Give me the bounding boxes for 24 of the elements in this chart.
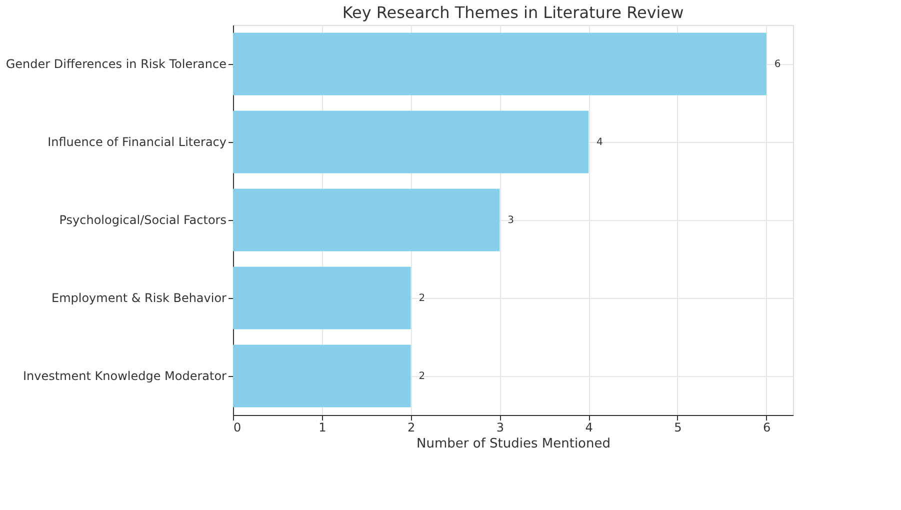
data-label: 3	[508, 215, 514, 226]
chart-title: Key Research Themes in Literature Review	[342, 3, 684, 22]
bar	[233, 344, 411, 408]
data-label: 2	[418, 293, 426, 304]
x-tick-label: 5	[674, 420, 682, 434]
y-tick-label: Investment Knowledge Moderator	[22, 369, 227, 383]
y-tick-label: Gender Differences in Risk Tolerance	[6, 57, 226, 71]
bar	[233, 188, 500, 252]
bar	[233, 32, 766, 96]
bar	[233, 110, 589, 174]
x-tick-label: 0	[234, 420, 242, 434]
x-tick-label: 6	[763, 420, 771, 434]
x-axis-title: Number of Studies Mentioned	[416, 436, 610, 452]
x-tick-label: 3	[496, 420, 504, 434]
x-tick-label: 4	[585, 420, 593, 434]
data-label: 2	[418, 371, 426, 382]
y-tick-label: Employment & Risk Behavior	[51, 291, 227, 305]
x-tick-label: 2	[407, 420, 416, 434]
x-tick-label: 1	[318, 420, 326, 434]
bar	[233, 266, 411, 330]
y-tick-label: Influence of Financial Literacy	[48, 135, 226, 149]
y-tick-label: Psychological/Social Factors	[59, 213, 226, 227]
data-label: 6	[774, 59, 781, 70]
data-label: 4	[596, 137, 603, 148]
